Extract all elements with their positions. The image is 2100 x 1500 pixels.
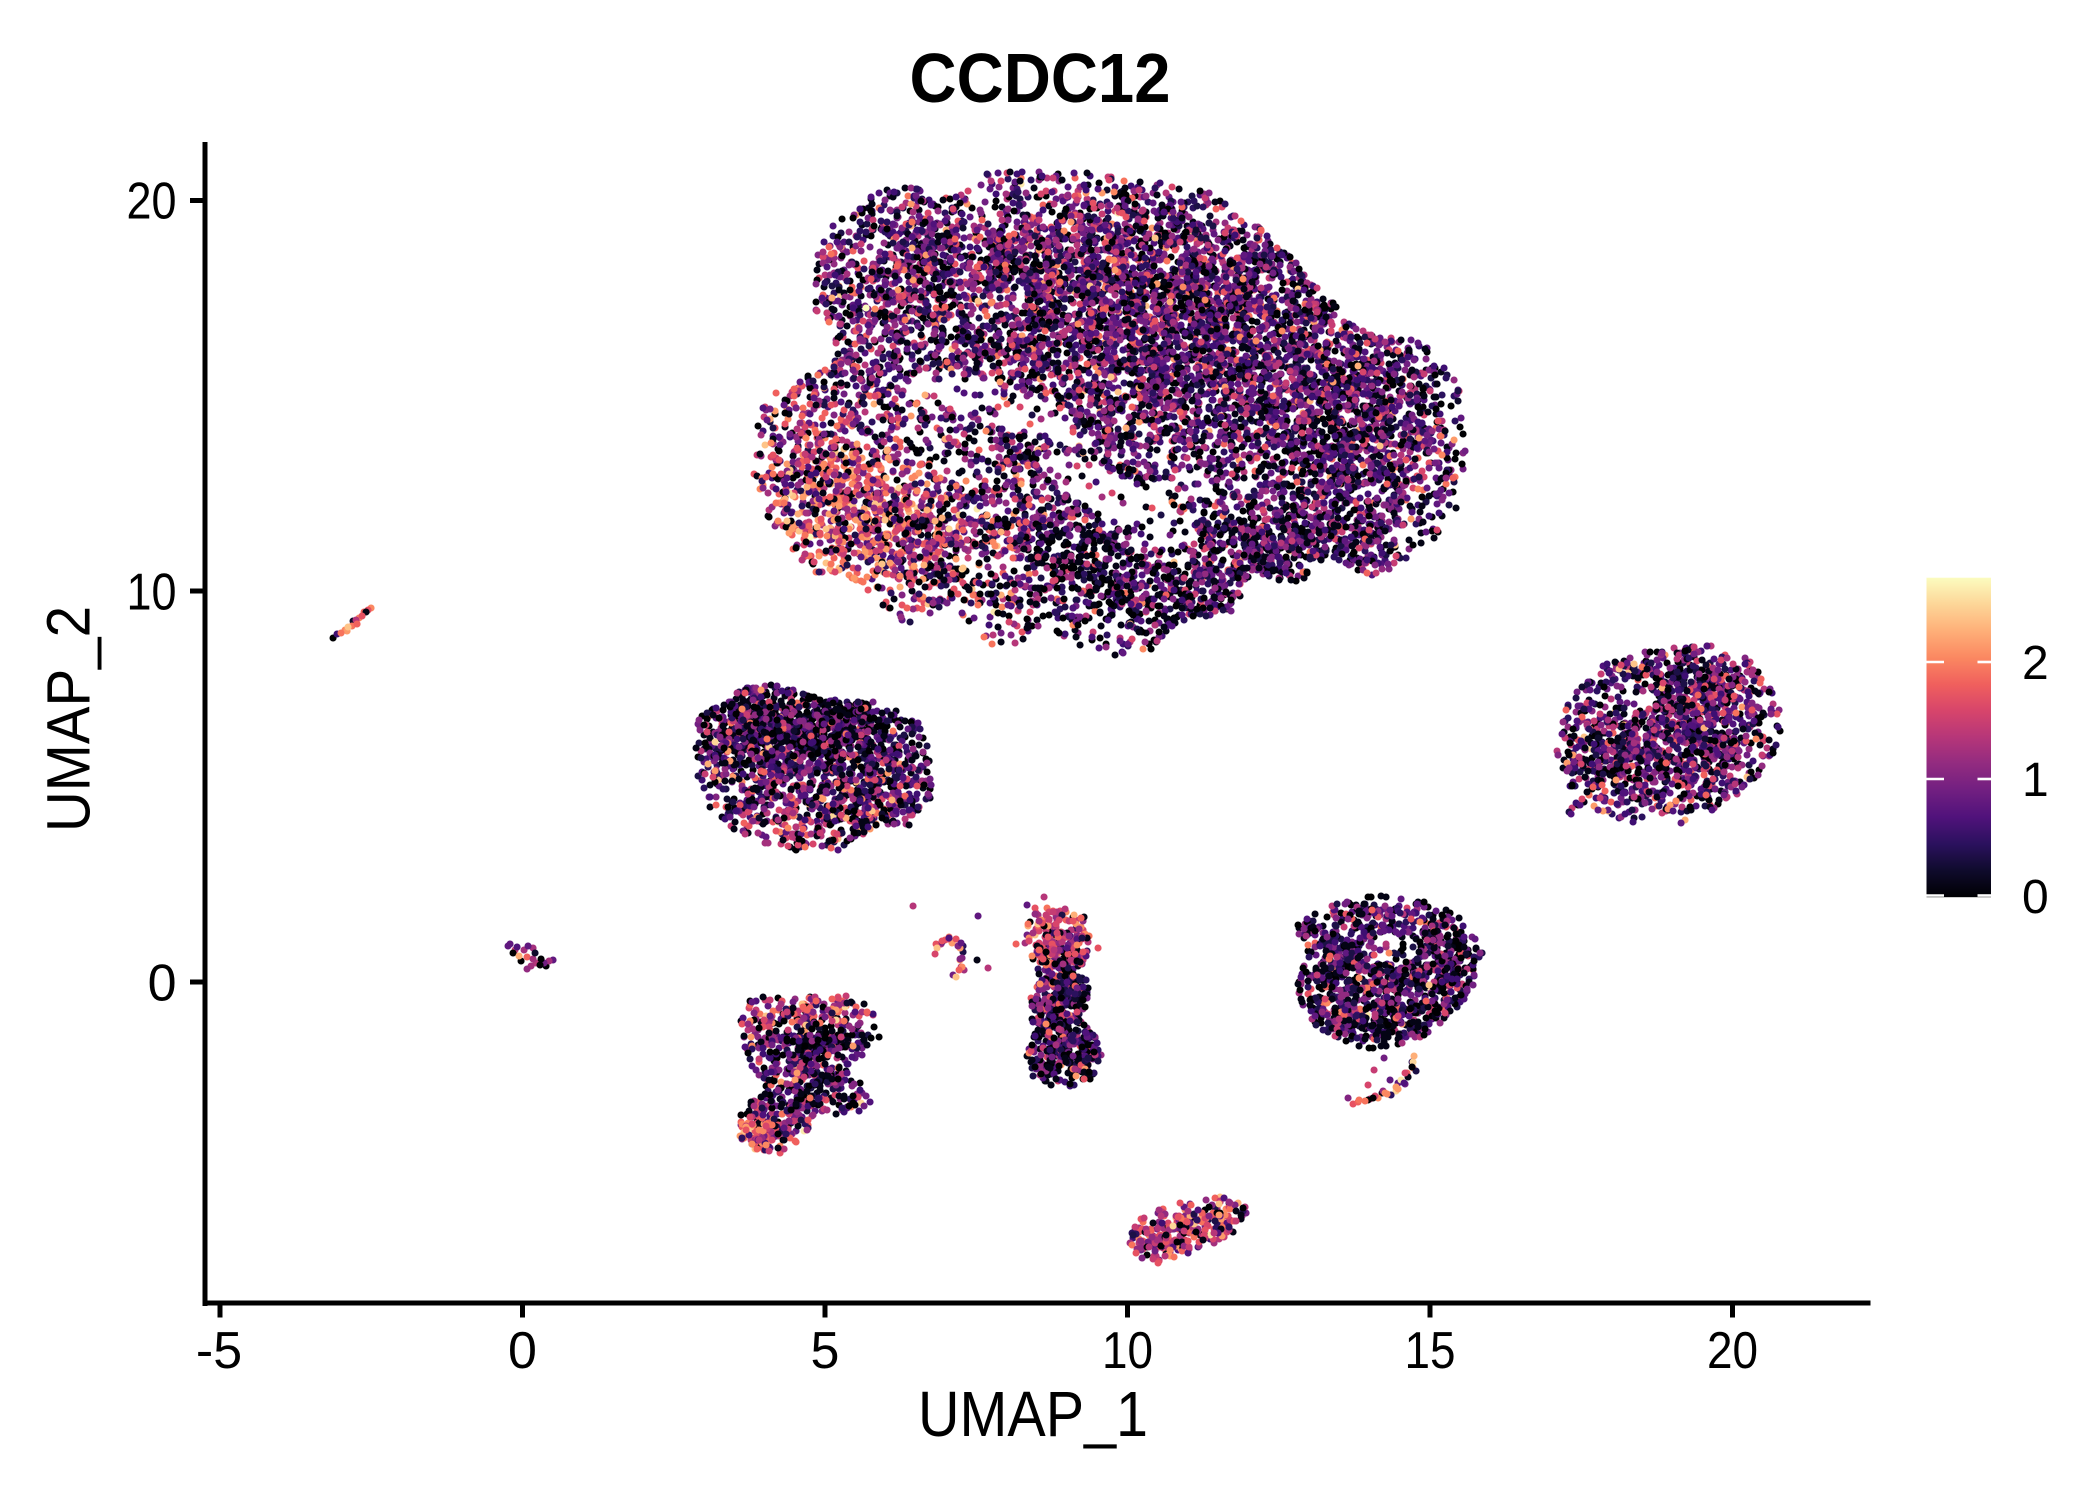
svg-text:0: 0 — [508, 1322, 537, 1380]
svg-text:20: 20 — [127, 173, 177, 231]
svg-text:10: 10 — [1102, 1322, 1153, 1380]
svg-text:0: 0 — [148, 955, 177, 1013]
svg-text:UMAP_1: UMAP_1 — [918, 1378, 1148, 1450]
svg-text:CCDC12: CCDC12 — [910, 39, 1171, 117]
svg-text:15: 15 — [1405, 1322, 1456, 1380]
svg-text:20: 20 — [1707, 1322, 1758, 1380]
svg-text:UMAP_2: UMAP_2 — [35, 606, 103, 832]
svg-text:2: 2 — [2022, 637, 2049, 690]
svg-text:-5: -5 — [196, 1322, 242, 1380]
svg-text:1: 1 — [2022, 754, 2049, 807]
svg-text:0: 0 — [2022, 871, 2049, 924]
svg-text:5: 5 — [811, 1322, 840, 1380]
svg-text:10: 10 — [127, 564, 177, 622]
